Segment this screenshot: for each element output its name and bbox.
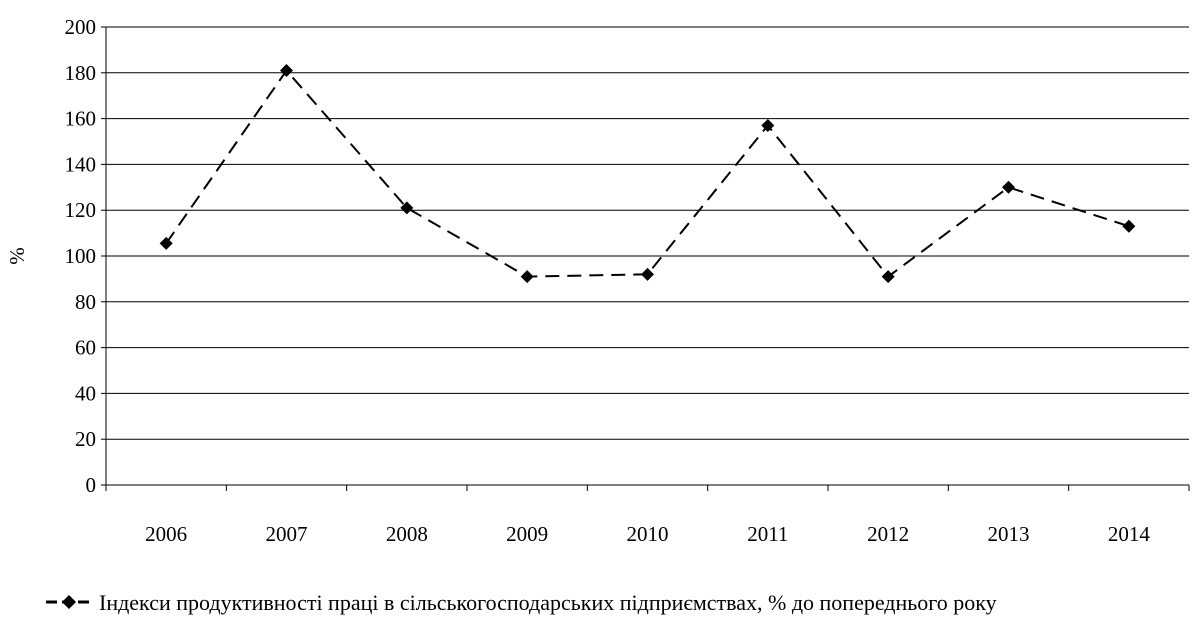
y-tick-label: 200 [65,15,97,39]
gridlines [106,26,1189,440]
data-point-diamond [881,270,895,284]
x-tick-label: 2011 [747,522,788,546]
y-tick-label: 60 [75,336,96,360]
data-point-diamond [761,118,775,132]
data-point-diamond [1122,219,1136,233]
x-tick-label: 2012 [867,522,909,546]
y-tick-label: 40 [75,381,96,405]
y-tick-label: 180 [65,61,97,85]
data-point-diamond [1002,180,1015,194]
series-group [159,64,1136,284]
x-tick-label: 2008 [386,522,428,546]
data-point-diamond [400,201,414,215]
y-tick-label: 140 [65,152,97,176]
series-line [165,68,1130,278]
y-tick-label: 160 [65,107,97,131]
y-axis-ticks: 0 20 40 60 80 100 120 140 160 180 200 [65,15,106,497]
y-tick-label: 20 [75,427,96,451]
legend: Індекси продуктивності праці в сільськог… [46,590,997,615]
data-point-diamond [280,64,293,78]
legend-diamond-icon [62,595,76,609]
x-tick-label: 2013 [988,522,1030,546]
data-point-diamond [641,267,654,281]
x-tick-label: 2010 [627,522,669,546]
x-tick-label: 2007 [266,522,308,546]
x-axis-ticks: 2006 2007 2008 2009 2010 2011 2012 2013 2014 [105,485,1190,546]
x-tick-label: 2006 [145,522,187,546]
x-tick-label: 2014 [1108,522,1151,546]
y-tick-label: 100 [65,244,97,268]
y-tick-label: 0 [86,473,97,497]
y-tick-label: 120 [65,198,97,222]
data-point-diamond [159,236,173,250]
data-point-diamond [520,270,534,284]
y-axis-label: % [5,247,29,265]
y-tick-label: 80 [75,290,96,314]
x-tick-label: 2009 [506,522,548,546]
legend-label: Індекси продуктивності праці в сільськог… [99,590,997,615]
